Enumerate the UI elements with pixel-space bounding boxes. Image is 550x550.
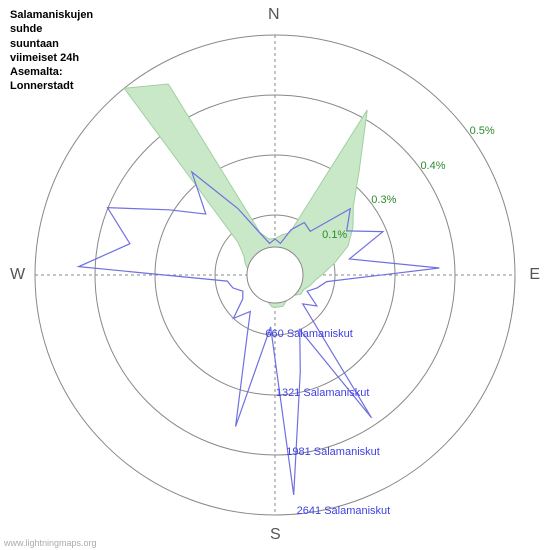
green-ring-label: 0.3% — [371, 194, 396, 206]
blue-ring-label: 2641 Salamaniskut — [297, 505, 391, 517]
east-label: E — [529, 266, 540, 284]
blue-series-polygon — [79, 172, 440, 495]
chart-title: Salamaniskujen suhde suuntaan viimeiset … — [10, 8, 93, 94]
footer-attribution: www.lightningmaps.org — [4, 538, 97, 548]
north-label: N — [268, 6, 280, 24]
blue-ring-label: 660 Salamaniskut — [265, 328, 352, 340]
blue-ring-label: 1321 Salamaniskut — [276, 387, 370, 399]
south-label: S — [270, 526, 281, 544]
blue-ring-label: 1981 Salamaniskut — [286, 446, 380, 458]
green-ring-label: 0.1% — [322, 229, 347, 241]
green-ring-label: 0.4% — [420, 160, 445, 172]
west-label: W — [10, 266, 25, 284]
green-series-polygon — [124, 84, 367, 307]
green-ring-label: 0.5% — [470, 125, 495, 137]
center-hole — [247, 247, 303, 303]
